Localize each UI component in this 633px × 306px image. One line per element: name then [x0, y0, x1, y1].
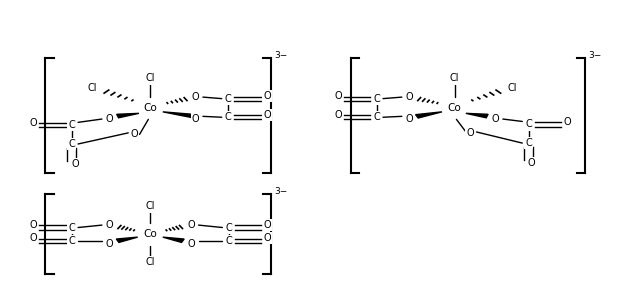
Text: O: O: [187, 220, 195, 230]
Text: 3−: 3−: [275, 51, 288, 60]
Text: O: O: [467, 129, 474, 139]
Text: C: C: [373, 94, 380, 104]
Text: O: O: [264, 220, 272, 230]
Text: O: O: [491, 114, 499, 124]
Text: O: O: [106, 239, 113, 249]
Text: O: O: [264, 233, 272, 243]
Text: O: O: [106, 114, 113, 124]
Text: C: C: [68, 236, 75, 246]
Text: O: O: [29, 220, 37, 230]
Text: O: O: [71, 159, 78, 169]
Text: C: C: [68, 139, 75, 149]
Text: O: O: [187, 239, 195, 249]
Text: Cl: Cl: [146, 73, 155, 84]
Text: Cl: Cl: [508, 83, 517, 92]
Text: O: O: [406, 114, 413, 124]
Text: Cl: Cl: [88, 83, 97, 92]
Text: Co: Co: [143, 103, 157, 113]
Text: O: O: [192, 114, 199, 124]
Text: C: C: [68, 222, 75, 233]
Text: C: C: [525, 119, 532, 129]
Text: O: O: [29, 233, 37, 243]
Text: 3−: 3−: [588, 51, 601, 60]
Text: Co: Co: [143, 229, 157, 239]
Text: Cl: Cl: [146, 201, 155, 211]
Polygon shape: [116, 113, 139, 118]
Polygon shape: [466, 113, 488, 118]
Polygon shape: [116, 237, 138, 242]
Text: O: O: [406, 92, 413, 102]
Text: C: C: [525, 138, 532, 148]
Text: O: O: [106, 220, 113, 230]
Polygon shape: [163, 112, 196, 118]
Text: C: C: [373, 112, 380, 122]
Text: C: C: [225, 236, 232, 246]
Text: O: O: [334, 110, 342, 120]
Text: Cl: Cl: [146, 257, 155, 267]
Text: Cl: Cl: [450, 73, 460, 84]
Text: O: O: [29, 118, 37, 128]
Text: C: C: [225, 222, 232, 233]
Text: O: O: [263, 110, 271, 120]
Text: O: O: [528, 158, 536, 168]
Text: O: O: [563, 117, 572, 127]
Polygon shape: [416, 112, 442, 118]
Text: 3−: 3−: [274, 187, 287, 196]
Text: O: O: [192, 92, 199, 102]
Text: C: C: [68, 120, 75, 130]
Text: O: O: [263, 91, 271, 101]
Text: C: C: [225, 112, 232, 122]
Text: C: C: [225, 94, 232, 104]
Text: O: O: [334, 91, 342, 101]
Text: O: O: [131, 129, 139, 139]
Polygon shape: [163, 237, 184, 242]
Text: Co: Co: [448, 103, 461, 113]
